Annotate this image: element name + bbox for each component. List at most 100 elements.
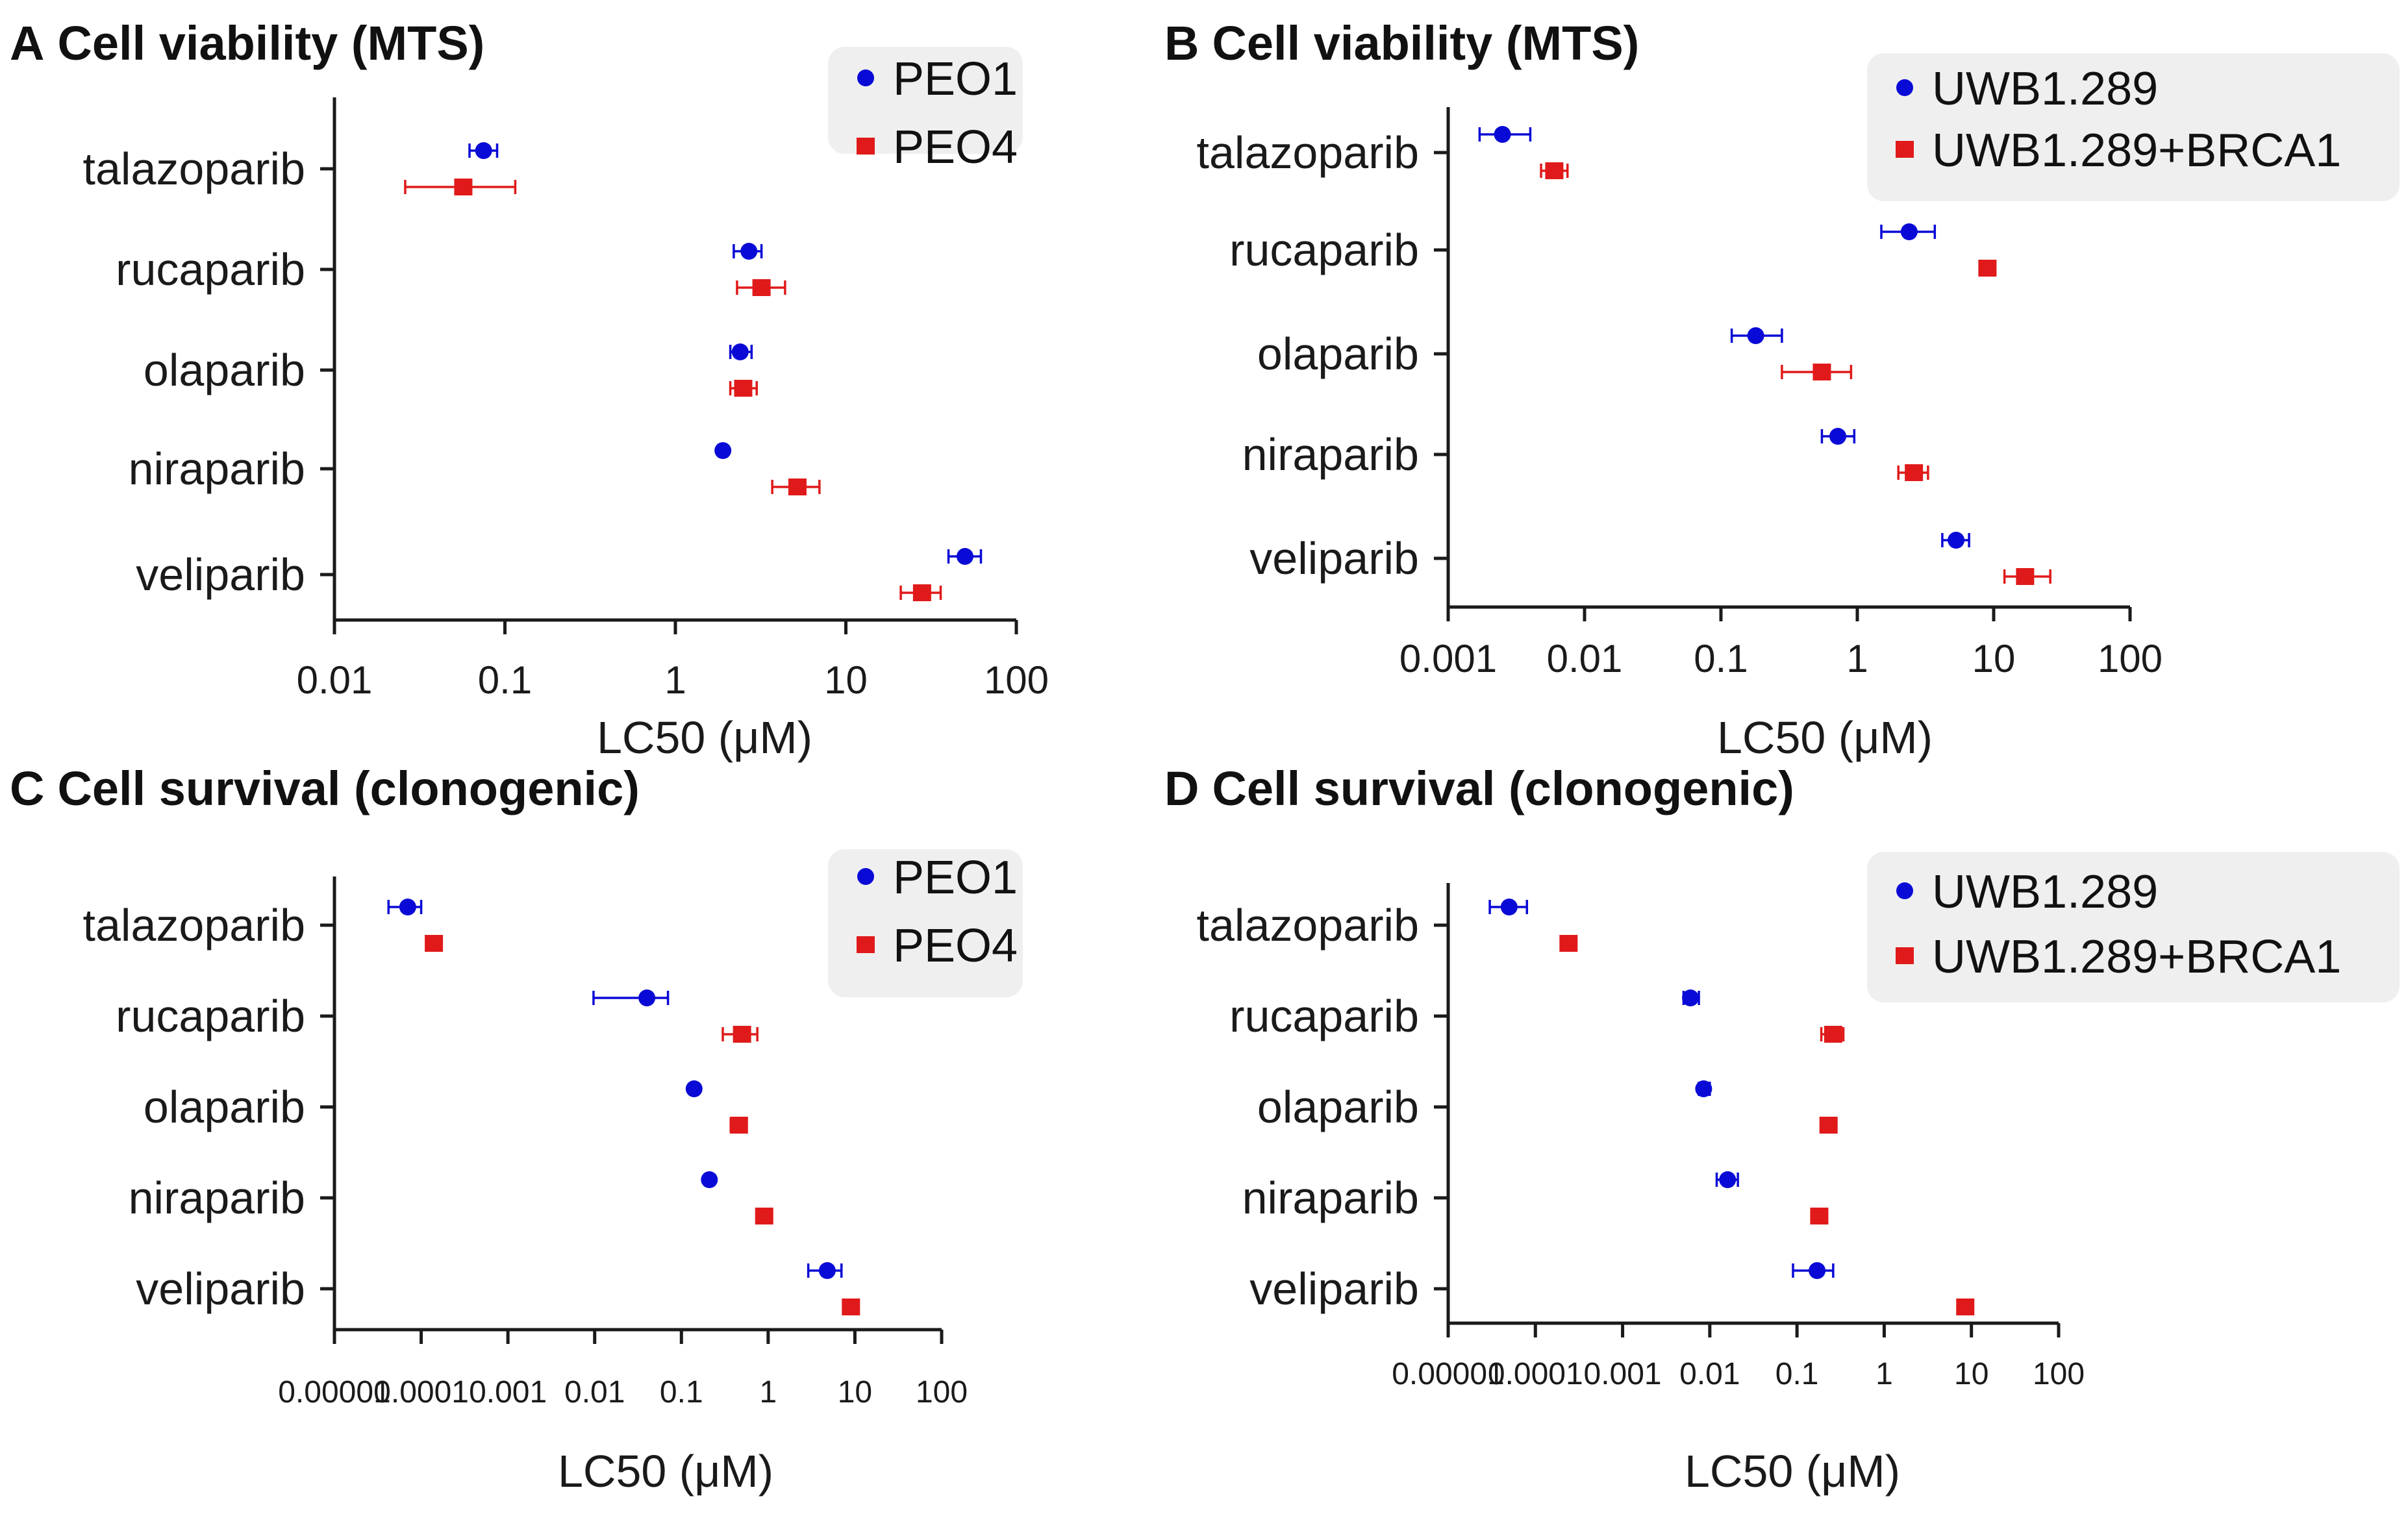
x-tick-label: 0.01 xyxy=(564,1375,625,1410)
data-point xyxy=(1810,1208,1829,1224)
legend-marker xyxy=(1896,79,1913,96)
category-label: veliparib xyxy=(1249,533,1419,584)
x-tick-label: 0.1 xyxy=(478,658,532,702)
category-label: olaparib xyxy=(144,1082,305,1132)
legend-label: UWB1.289 xyxy=(1932,866,2158,918)
legend: UWB1.289 UWB1.289+BRCA1 xyxy=(1867,852,2400,1002)
x-tick-label: 100 xyxy=(984,658,1049,702)
data-point xyxy=(818,1262,836,1279)
category-label: talazoparib xyxy=(1197,900,1419,951)
legend-label: PEO4 xyxy=(893,920,1018,972)
series-blue xyxy=(1488,899,1835,1279)
data-point xyxy=(425,935,444,952)
x-tick-label: 1 xyxy=(664,658,686,702)
legend-marker xyxy=(1896,141,1914,158)
panel-title-text: Cell viability (MTS) xyxy=(57,16,484,70)
data-point xyxy=(912,584,931,601)
data-point xyxy=(1500,899,1518,915)
category-label: olaparib xyxy=(1257,1082,1419,1132)
x-tick-label: 10 xyxy=(1972,637,2016,680)
x-tick-label: 0.00001 xyxy=(278,1375,391,1410)
chart-panel-d: D Cell survival (clonogenic) 0.000010.0001… xyxy=(1164,762,2400,1497)
data-point xyxy=(1819,1117,1838,1134)
legend-marker xyxy=(857,138,875,155)
panel-letter: C xyxy=(10,762,44,815)
category-label: olaparib xyxy=(1257,329,1419,379)
category-label: rucaparib xyxy=(1229,225,1419,275)
legend-box xyxy=(1867,852,2400,1002)
panel-title-text: Cell viability (MTS) xyxy=(1212,16,1639,70)
x-axis-title: LC50 (μM) xyxy=(597,712,812,763)
legend-label: PEO1 xyxy=(893,53,1018,105)
data-point xyxy=(1695,1080,1712,1097)
data-point xyxy=(1900,223,1918,240)
category-label: niraparib xyxy=(1242,429,1419,480)
data-point xyxy=(638,989,656,1006)
x-tick-label: 10 xyxy=(838,1375,872,1410)
x-tick-label: 0.01 xyxy=(1679,1357,1740,1391)
data-point xyxy=(1545,162,1564,179)
x-tick-label: 0.1 xyxy=(1775,1357,1819,1391)
x-tick-label: 0.01 xyxy=(297,658,373,702)
legend-label: UWB1.289 xyxy=(1932,63,2158,115)
legend-marker xyxy=(857,69,874,86)
legend-box xyxy=(828,47,1023,154)
data-point xyxy=(733,1026,751,1043)
data-point xyxy=(1719,1171,1737,1188)
category-label: rucaparib xyxy=(116,244,305,295)
data-point xyxy=(731,343,749,360)
series-blue xyxy=(387,899,843,1279)
data-point xyxy=(1948,532,1965,549)
data-point xyxy=(1956,1299,1975,1315)
data-point xyxy=(1682,989,1699,1006)
category-label: olaparib xyxy=(144,345,305,395)
x-tick-label: 100 xyxy=(2033,1357,2085,1391)
x-tick-label: 1 xyxy=(1846,637,1868,680)
category-label: rucaparib xyxy=(1229,991,1419,1041)
series-red xyxy=(404,179,942,601)
data-point xyxy=(1829,428,1847,445)
panel-title: B Cell viability (MTS) xyxy=(1164,16,1639,70)
data-point xyxy=(1494,126,1511,143)
data-point xyxy=(475,142,492,159)
chart-panel-b: B Cell viability (MTS) 0.001 0.01 0.1 1 10 100 L… xyxy=(1164,16,2400,763)
panel-title-text: Cell survival (clonogenic) xyxy=(57,762,639,815)
x-tick-label: 1 xyxy=(1875,1357,1893,1391)
legend-box xyxy=(1867,53,2400,201)
category-label: niraparib xyxy=(1242,1173,1419,1223)
x-tick-label: 1 xyxy=(760,1375,777,1410)
legend-label: PEO4 xyxy=(893,121,1018,173)
panel-title: C Cell survival (clonogenic) xyxy=(10,762,640,815)
data-point xyxy=(1978,260,1997,277)
x-tick-label: 0.001 xyxy=(469,1375,547,1410)
legend: UWB1.289 UWB1.289+BRCA1 xyxy=(1867,53,2400,201)
panel-title: A Cell viability (MTS) xyxy=(10,16,484,70)
category-label: talazoparib xyxy=(1197,127,1419,178)
category-label: veliparib xyxy=(136,1263,305,1314)
data-point xyxy=(1812,364,1831,380)
data-point xyxy=(734,380,753,397)
data-point xyxy=(1905,464,1924,481)
x-tick-label: 0.001 xyxy=(1399,637,1497,680)
x-tick-label: 0.1 xyxy=(1694,637,1748,680)
category-label: niraparib xyxy=(129,443,305,494)
x-tick-label: 0.1 xyxy=(660,1375,703,1410)
category-label: talazoparib xyxy=(83,900,305,951)
panel-title-text: Cell survival (clonogenic) xyxy=(1212,762,1794,815)
data-point xyxy=(2016,568,2035,585)
x-tick-label: 0.01 xyxy=(1547,637,1623,680)
data-point xyxy=(842,1299,860,1315)
data-point xyxy=(1809,1262,1826,1279)
category-label: rucaparib xyxy=(116,991,305,1041)
x-tick-label: 0.00001 xyxy=(1392,1357,1505,1391)
legend: PEO1 PEO4 xyxy=(828,849,1023,997)
data-point xyxy=(729,1117,748,1134)
chart-panel-a: A Cell viability (MTS) 0.01 0.1 1 10 100 LC50 (… xyxy=(10,16,1049,763)
legend-label: UWB1.289+BRCA1 xyxy=(1932,931,2341,983)
data-point xyxy=(714,442,732,459)
category-label: veliparib xyxy=(1249,1263,1419,1314)
x-tick-label: 10 xyxy=(824,658,868,702)
panel-title: D Cell survival (clonogenic) xyxy=(1164,762,1794,815)
legend-marker xyxy=(1896,947,1914,964)
